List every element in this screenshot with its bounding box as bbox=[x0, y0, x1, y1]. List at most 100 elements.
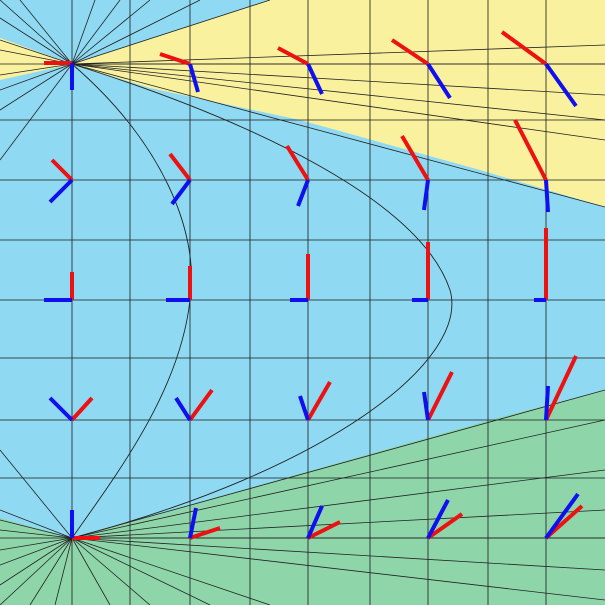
lower-region bbox=[0, 390, 605, 605]
frame-pair bbox=[48, 158, 74, 204]
red-vector bbox=[168, 152, 192, 182]
flow-line bbox=[0, 63, 73, 76]
red-vector bbox=[513, 119, 548, 181]
frame-pair bbox=[159, 52, 200, 93]
frame-pair bbox=[426, 499, 464, 540]
flow-line bbox=[0, 519, 73, 539]
frame-pair bbox=[306, 505, 341, 540]
flow-line bbox=[71, 0, 151, 65]
red-vector bbox=[70, 396, 94, 422]
frame-pair bbox=[44, 272, 74, 302]
blue-vector bbox=[422, 179, 430, 211]
flow-line bbox=[71, 537, 271, 605]
flow-line bbox=[71, 63, 605, 121]
blue-vector bbox=[426, 499, 450, 539]
flow-line bbox=[71, 537, 605, 601]
red-vector bbox=[188, 388, 214, 422]
flow-line bbox=[71, 0, 201, 65]
blue-vector bbox=[48, 396, 74, 422]
blue-vector bbox=[188, 507, 198, 539]
flow-line bbox=[71, 63, 605, 96]
red-vector bbox=[426, 512, 464, 540]
flow-line bbox=[19, 0, 73, 65]
flow-line bbox=[71, 63, 605, 141]
flow-line bbox=[71, 0, 121, 65]
red-vector bbox=[159, 52, 191, 66]
frame-pair bbox=[400, 134, 430, 211]
flow-line bbox=[0, 537, 73, 605]
flow-line bbox=[71, 63, 605, 208]
red-vector bbox=[285, 144, 310, 182]
frame-pair bbox=[277, 46, 324, 95]
frame-pair bbox=[500, 30, 578, 108]
flow-line bbox=[71, 537, 151, 605]
blue-vector bbox=[544, 492, 580, 540]
red-vector bbox=[189, 526, 221, 540]
frame-field bbox=[44, 30, 584, 540]
red-vector bbox=[400, 134, 430, 182]
flow-line bbox=[29, 537, 73, 605]
red-vector bbox=[544, 355, 578, 421]
red-vector bbox=[306, 380, 332, 422]
red-vector bbox=[50, 158, 74, 182]
flow-line bbox=[71, 537, 111, 605]
flow-line bbox=[0, 39, 73, 65]
flow-line bbox=[71, 389, 605, 539]
blue-vector bbox=[544, 62, 578, 108]
flow-line bbox=[0, 17, 73, 65]
flow-line bbox=[0, 0, 73, 65]
frame-pair bbox=[298, 380, 332, 422]
flow-line bbox=[71, 469, 605, 539]
flow-line bbox=[71, 419, 605, 539]
blue-vector bbox=[422, 391, 430, 421]
flow-line bbox=[0, 63, 73, 111]
blue-vector bbox=[306, 505, 324, 539]
blue-vector bbox=[544, 179, 550, 213]
blue-vector bbox=[188, 63, 200, 93]
frame-pair bbox=[290, 254, 310, 302]
frame-pair bbox=[390, 38, 452, 100]
upper-left-region-sliver bbox=[0, 38, 72, 80]
frame-pair bbox=[534, 228, 548, 302]
lower-left-source bbox=[70, 510, 100, 540]
frame-pair bbox=[513, 119, 550, 213]
frame-pair bbox=[544, 355, 578, 421]
frame-pair bbox=[544, 492, 584, 540]
flow-line bbox=[0, 509, 73, 539]
frame-pair bbox=[188, 507, 221, 540]
flow-line bbox=[0, 537, 73, 586]
flow-line bbox=[54, 537, 73, 605]
frame-pair bbox=[412, 242, 430, 302]
flow-line bbox=[0, 63, 73, 161]
red-vector bbox=[500, 30, 548, 66]
flow-line bbox=[0, 529, 73, 539]
red-vector bbox=[390, 38, 430, 66]
separatrix-curve-right bbox=[71, 63, 453, 539]
blue-vector bbox=[296, 179, 310, 207]
flow-line bbox=[71, 44, 605, 65]
upper-left-source bbox=[44, 61, 74, 90]
blue-vector bbox=[306, 63, 324, 95]
flow-line bbox=[71, 0, 271, 65]
blue-vector bbox=[174, 396, 192, 422]
upper-region bbox=[72, 0, 605, 207]
frame-pair bbox=[174, 388, 214, 422]
flow-line bbox=[71, 537, 605, 571]
flow-line bbox=[0, 63, 73, 91]
blue-vector bbox=[298, 395, 310, 421]
blue-vector bbox=[426, 62, 452, 100]
blue-vector bbox=[170, 178, 192, 206]
frame-pair bbox=[48, 396, 94, 422]
red-vector bbox=[307, 520, 341, 540]
blue-vector bbox=[544, 385, 550, 421]
frame-pair bbox=[285, 144, 310, 207]
flow-line bbox=[0, 537, 73, 566]
flow-line bbox=[71, 0, 96, 65]
frame-pair bbox=[168, 152, 192, 206]
flow-line bbox=[0, 537, 73, 551]
flow-line bbox=[0, 449, 73, 539]
red-vector bbox=[426, 371, 454, 421]
frame-pair bbox=[422, 371, 454, 421]
